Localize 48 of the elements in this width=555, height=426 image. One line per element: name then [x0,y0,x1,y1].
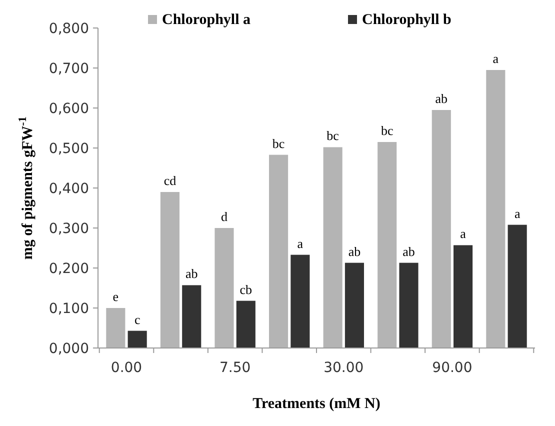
bar [269,154,288,348]
data-label: bc [326,128,340,144]
bar [323,147,342,348]
bar [160,192,180,348]
data-label: a [460,226,466,242]
data-label: a [297,236,304,251]
bar [454,245,473,348]
data-label: ab [435,91,448,106]
data-label: ab [402,244,415,259]
y-tick-label: 0,200 [48,260,89,277]
x-tick-label: 90.00 [432,360,472,376]
legend-label: Chlorophyll b [362,12,452,28]
y-tick-label: 0,100 [48,300,89,317]
legend-label: Chlorophyll a [162,12,251,28]
data-label: cd [164,173,177,188]
data-label: bc [272,136,285,151]
bar [182,285,202,348]
y-tick-label: 0,700 [48,60,89,77]
bar [128,330,147,348]
y-tick-label: 0,400 [48,180,89,197]
bar [344,262,364,348]
data-label: e [112,289,119,304]
bar [432,110,451,348]
data-label: bc [380,123,394,138]
y-tick-label: 0,600 [48,100,89,117]
y-tick-label: 0,000 [48,340,89,357]
data-label: cb [240,282,252,297]
data-label: a [492,51,499,66]
bar [486,70,506,348]
data-label: c [134,312,140,327]
x-tick-label: 7.50 [219,360,251,376]
y-tick-label: 0,300 [48,220,89,237]
bar [290,254,310,348]
bar [236,300,256,348]
data-label: ab [185,266,198,282]
bar [508,224,527,348]
bar [378,142,397,348]
y-tick-label: 0,800 [48,20,89,37]
y-tick-label: 0,500 [48,140,89,157]
data-label: ab [348,244,361,259]
x-tick-label: 0.00 [110,360,142,376]
bar [106,308,126,348]
bar [399,262,418,348]
bar [214,228,234,348]
data-label: d [220,209,228,224]
x-tick-label: 30.00 [324,360,364,376]
x-axis-title: Treatments (mM N) [252,396,380,412]
data-label: a [514,206,520,221]
